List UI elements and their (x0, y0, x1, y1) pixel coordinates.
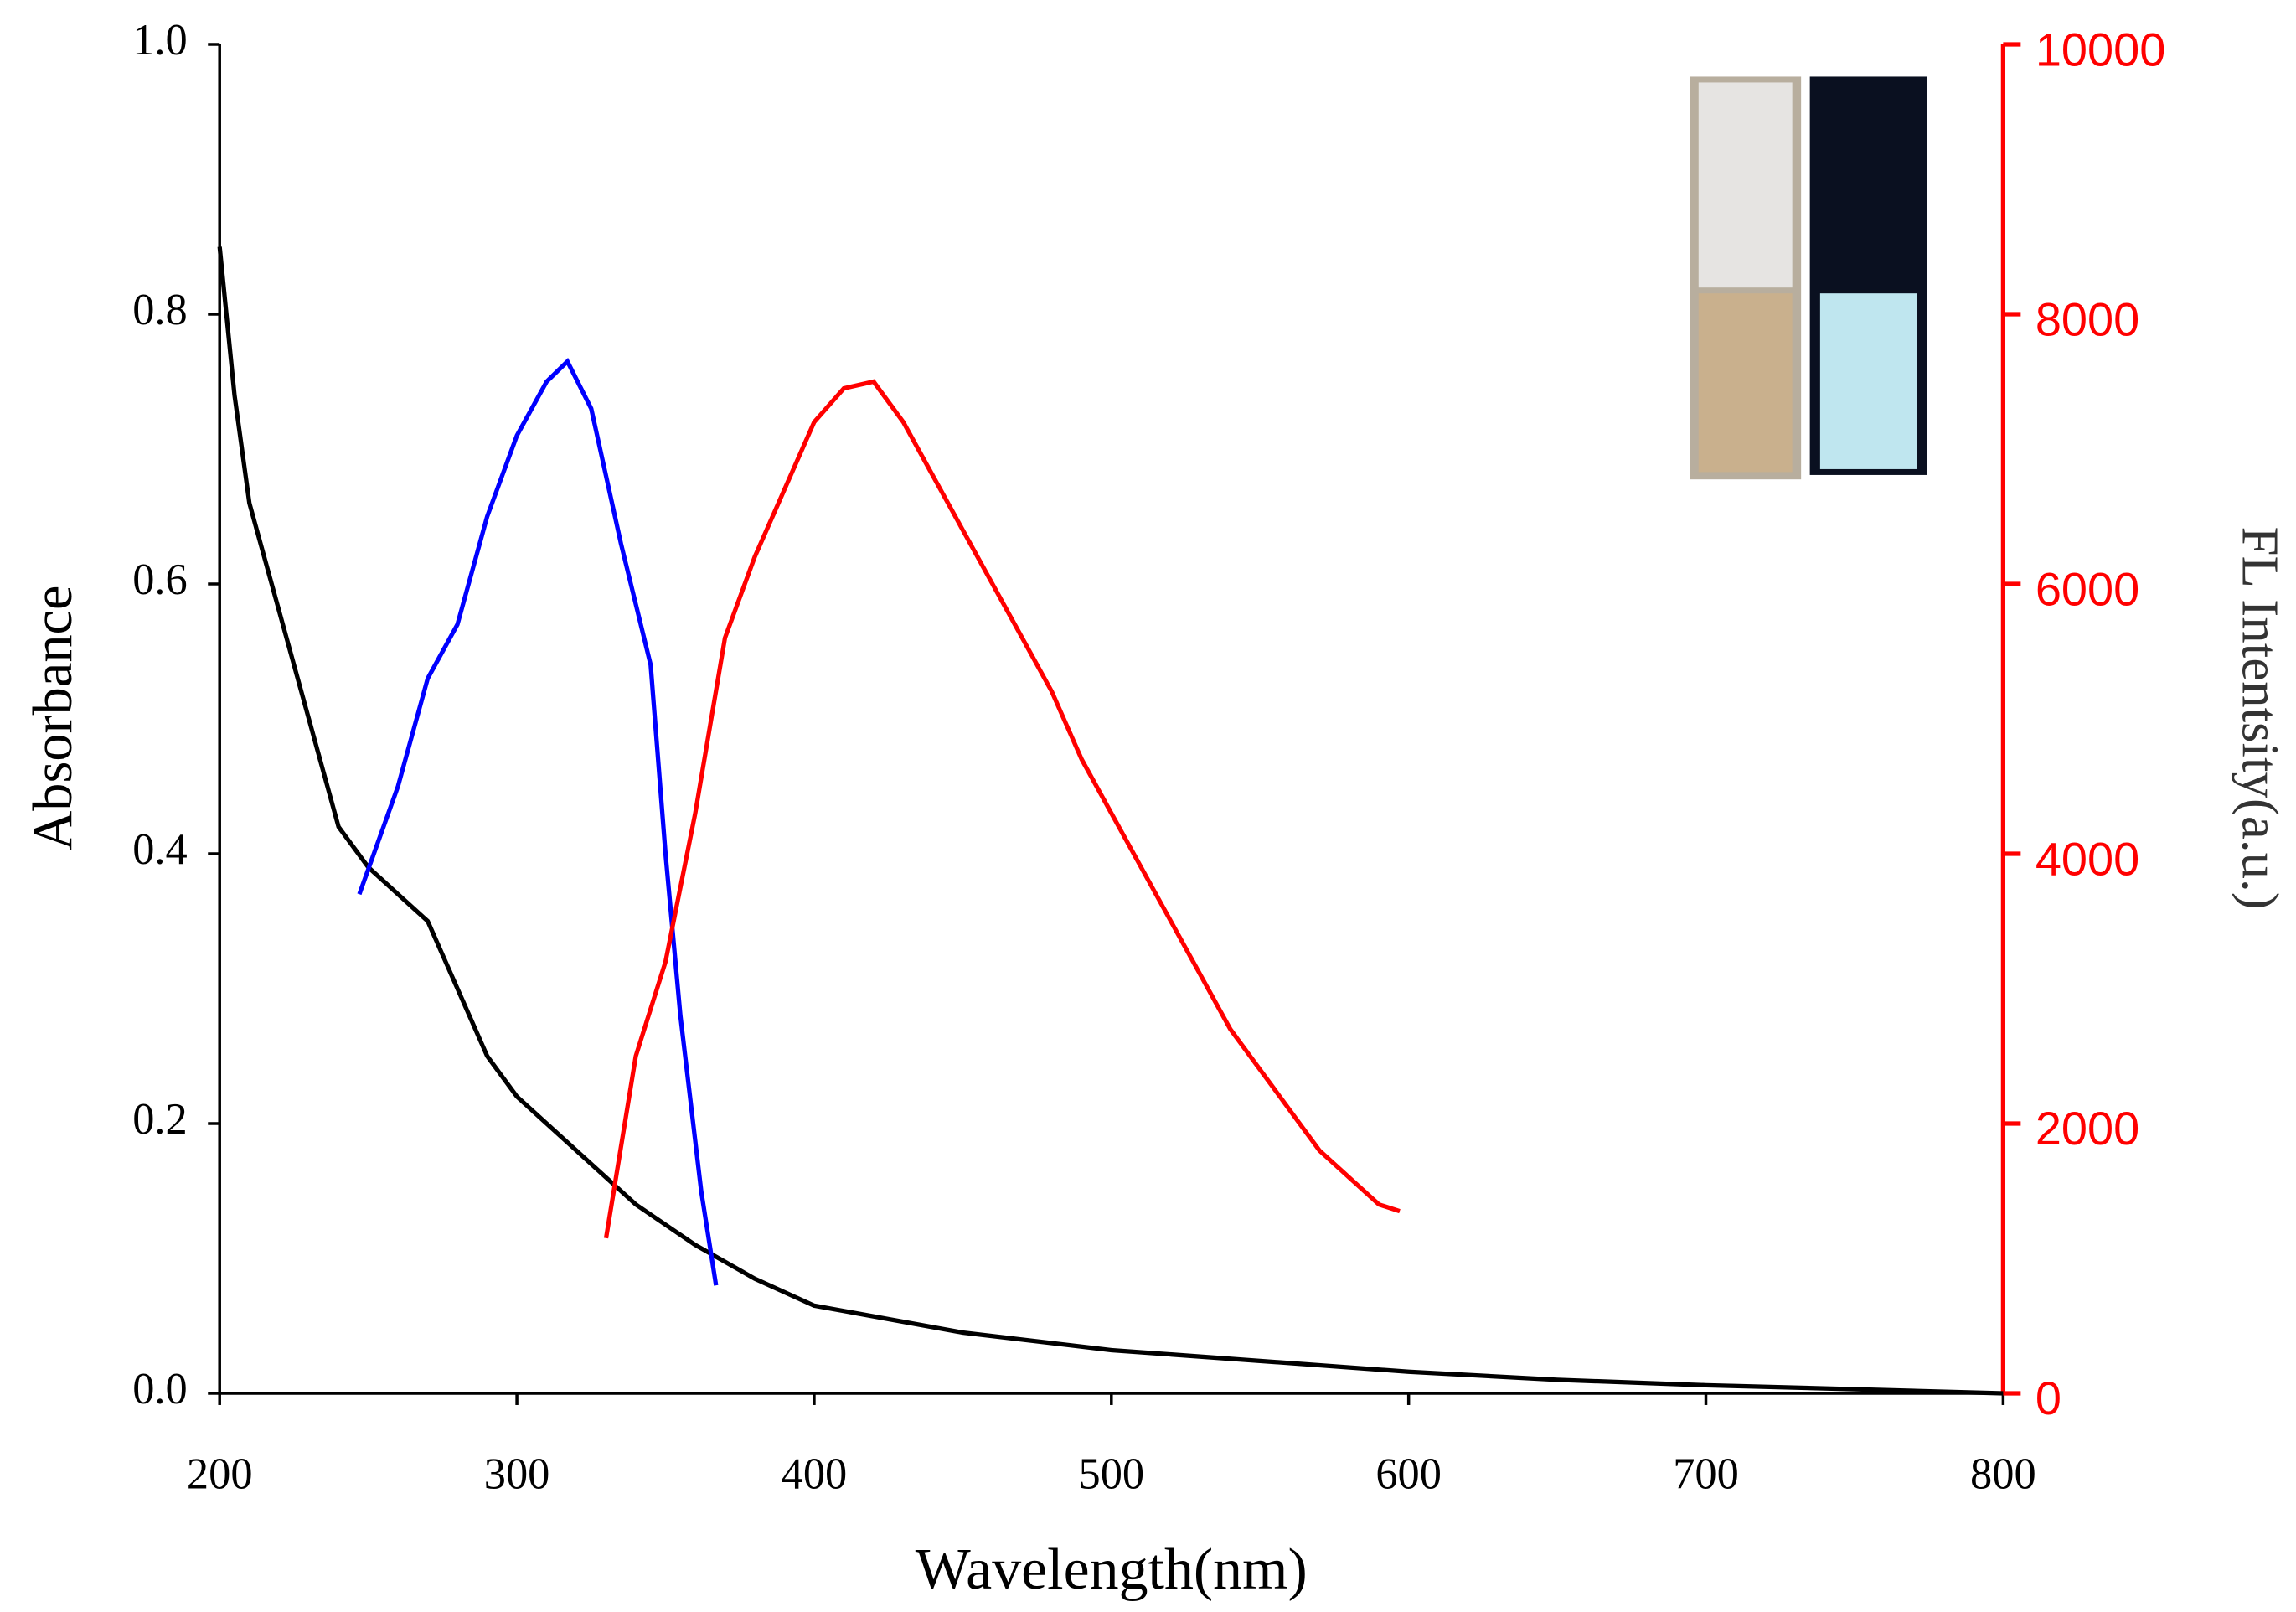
y-tick-label: 1.0 (132, 16, 188, 65)
x-tick-label: 800 (1970, 1449, 2036, 1498)
series-line (603, 379, 1401, 1239)
cuvette-top (1698, 82, 1793, 288)
y-tick-label: 0.0 (132, 1365, 188, 1413)
series-line (217, 246, 2004, 1396)
y-tick-label: 0.8 (132, 286, 188, 334)
x-tick-label: 400 (782, 1449, 848, 1498)
x-axis-label: Wavelength(nm) (916, 1537, 1308, 1602)
y2-tick-label: 6000 (2035, 562, 2139, 615)
x-tick-label: 500 (1078, 1449, 1144, 1498)
y2-tick-label: 2000 (2035, 1102, 2139, 1155)
x-tick-label: 700 (1673, 1449, 1739, 1498)
x-tick-label: 600 (1375, 1449, 1442, 1498)
y2-tick-label: 0 (2035, 1372, 2061, 1424)
series-line (357, 357, 719, 1286)
x-tick-label: 300 (484, 1449, 550, 1498)
y-tick-label: 0.4 (132, 825, 188, 874)
y2-axis-label: FL Intentsity(a.u.) (2232, 526, 2290, 909)
y-tick-label: 0.2 (132, 1095, 188, 1144)
x-tick-label: 200 (187, 1449, 253, 1498)
y2-tick-label: 8000 (2035, 292, 2139, 345)
y2-tick-label: 10000 (2035, 23, 2166, 75)
cuvette-glow (1819, 293, 1917, 469)
y2-tick-label: 4000 (2035, 832, 2139, 885)
y-tick-label: 0.6 (132, 555, 188, 604)
y-axis-label: Absorbance (23, 586, 84, 851)
cuvette-liquid (1698, 293, 1793, 473)
